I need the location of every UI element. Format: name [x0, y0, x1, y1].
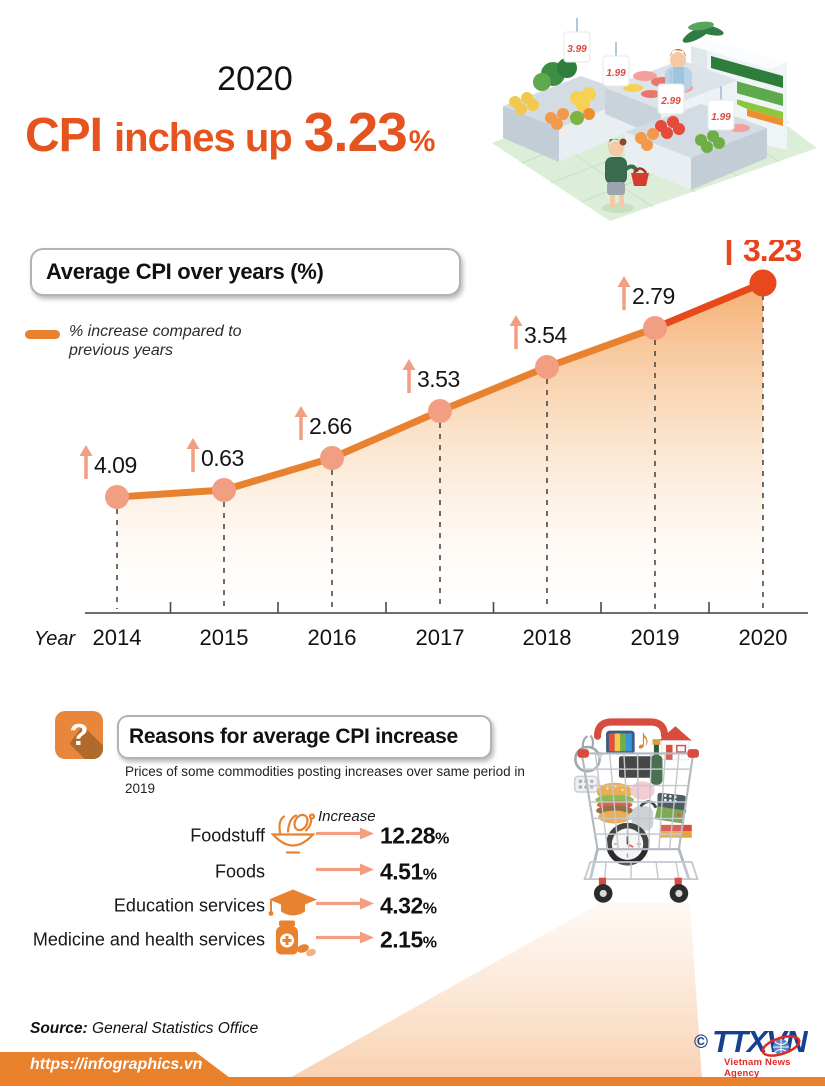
title-value: 3.23	[303, 101, 408, 163]
supermarket-illustration: 3.99 1.99 2.99 1.99	[492, 18, 817, 221]
svg-text:2018: 2018	[523, 625, 572, 650]
food-bowl-icon	[266, 811, 320, 862]
svg-text:2014: 2014	[93, 625, 142, 650]
title-middle: inches up	[114, 116, 293, 160]
svg-text:3.23: 3.23	[743, 240, 801, 268]
list-item: Increase Foodstuff 12.28%	[0, 808, 470, 854]
svg-text:3.99: 3.99	[567, 44, 587, 55]
legend-line-swatch	[25, 330, 60, 339]
increase-label: Increase	[318, 808, 376, 825]
item-value: 4.51%	[380, 858, 437, 885]
source-text: General Statistics Office	[92, 1020, 259, 1037]
chart-title-box: Average CPI over years (%)	[30, 248, 461, 296]
cart-frame	[577, 718, 699, 903]
agency-name: Vietnam News Agency	[724, 1057, 791, 1079]
svg-text:2019: 2019	[631, 625, 680, 650]
spotlight-beam	[286, 903, 702, 1080]
svg-text:Year: Year	[34, 628, 76, 650]
book	[660, 824, 692, 832]
svg-text:4.09: 4.09	[94, 452, 137, 478]
list-item: Education services 4.32%	[0, 888, 470, 925]
price-sign: 1.99	[602, 42, 630, 87]
stethoscope-icon	[574, 745, 601, 773]
graduation-cap-icon	[266, 888, 320, 925]
copyright-symbol: ©	[694, 1032, 708, 1053]
arrow-right-icon	[316, 897, 374, 916]
svg-text:2015: 2015	[200, 625, 249, 650]
svg-text:3.53: 3.53	[417, 366, 460, 392]
item-value: 12.28%	[380, 822, 450, 849]
url-text: https://infographics.vn	[30, 1056, 203, 1073]
title-cpi: CPI	[25, 109, 103, 162]
question-icon: ?	[55, 711, 103, 759]
item-value: 4.32%	[380, 892, 437, 919]
bottom-bar	[0, 1077, 825, 1086]
svg-text:2016: 2016	[308, 625, 357, 650]
svg-text:1.99: 1.99	[711, 112, 731, 123]
chart-title: Average CPI over years (%)	[46, 259, 324, 284]
url-banner[interactable]: https://infographics.vn	[0, 1052, 230, 1078]
svg-text:1.99: 1.99	[606, 68, 626, 79]
chart-legend: % increase compared to previous years	[25, 322, 254, 360]
reasons-list: Increase Foodstuff 12.28%	[0, 808, 470, 972]
music-note-icon: ♪	[636, 724, 650, 756]
title-percent: %	[408, 125, 436, 158]
shopper-figure	[602, 138, 649, 213]
price-signs: 3.99 1.99 2.99 1.99	[563, 18, 735, 131]
price-sign: 2.99	[657, 70, 685, 115]
reasons-subtitle: Prices of some commodities posting incre…	[125, 764, 525, 796]
price-sign: 3.99	[563, 18, 591, 63]
cpi-line-chart: 4.09 0.63 2.66 3.53 3.54 2.79 3.23 2014 2015 2016…	[34, 240, 808, 650]
source-line: Source: General Statistics Office	[30, 1020, 258, 1038]
monitor-icon	[618, 756, 652, 778]
arrow-right-icon	[316, 827, 374, 846]
reasons-title-box: Reasons for average CPI increase	[117, 715, 492, 759]
arrow-right-icon	[316, 931, 374, 950]
price-sign: 1.99	[707, 86, 735, 131]
svg-text:2.66: 2.66	[309, 413, 352, 439]
reasons-title: Reasons for average CPI increase	[129, 725, 458, 748]
svg-text:3.54: 3.54	[524, 322, 567, 348]
palm-plant	[682, 21, 724, 43]
globe-emblem-icon	[761, 1035, 801, 1057]
svg-text:2017: 2017	[416, 625, 465, 650]
svg-text:2.99: 2.99	[660, 96, 681, 107]
list-item: Foods 4.51%	[214, 858, 437, 885]
medicine-bottle-icon	[266, 918, 320, 963]
header-year: 2020	[217, 60, 293, 98]
svg-text:2.79: 2.79	[632, 283, 675, 309]
svg-text:0.63: 0.63	[201, 445, 244, 471]
list-item: Medicine and health services 2.15%	[0, 920, 470, 957]
tv-icon	[606, 730, 635, 755]
arrow-right-icon	[316, 863, 374, 882]
agency-logo: TTXVN	[712, 1024, 808, 1059]
legend-label: % increase compared to previous years	[69, 323, 242, 359]
shopping-cart-illustration: ♪	[573, 718, 699, 903]
source-label: Source:	[30, 1020, 88, 1037]
item-value: 2.15%	[380, 926, 437, 953]
page-title: CPI inches up 3.23 %	[25, 100, 435, 164]
svg-text:2020: 2020	[739, 625, 788, 650]
